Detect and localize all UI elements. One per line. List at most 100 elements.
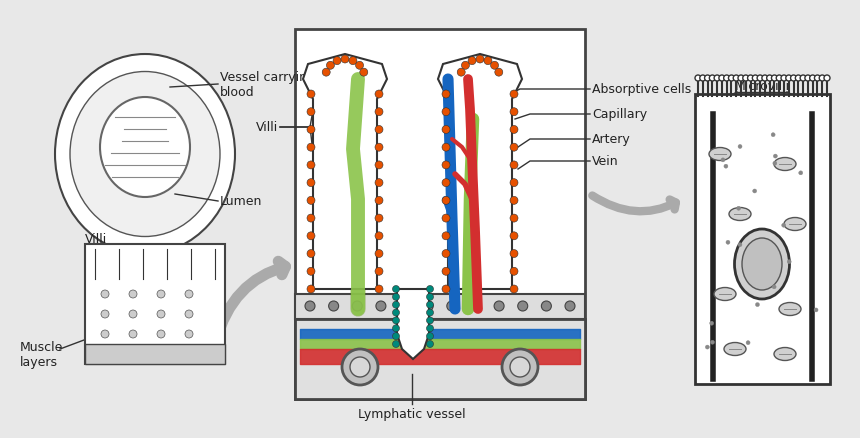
- Circle shape: [814, 76, 820, 82]
- Text: Muscle
layers: Muscle layers: [20, 340, 64, 368]
- Circle shape: [157, 330, 165, 338]
- Circle shape: [510, 162, 518, 170]
- Circle shape: [510, 126, 518, 134]
- Circle shape: [307, 144, 315, 152]
- Text: Artery: Artery: [592, 133, 630, 146]
- Ellipse shape: [55, 55, 235, 254]
- Circle shape: [375, 285, 383, 293]
- Circle shape: [392, 325, 400, 332]
- Circle shape: [400, 301, 409, 311]
- Circle shape: [307, 232, 315, 240]
- Circle shape: [442, 144, 450, 152]
- Circle shape: [510, 232, 518, 240]
- Text: Vessel carrying
blood: Vessel carrying blood: [220, 71, 315, 99]
- Circle shape: [710, 321, 714, 325]
- Circle shape: [484, 57, 492, 66]
- Circle shape: [494, 69, 503, 77]
- Text: Microvilli: Microvilli: [734, 80, 789, 93]
- Circle shape: [427, 341, 433, 348]
- Circle shape: [704, 76, 710, 82]
- Circle shape: [322, 69, 330, 77]
- Circle shape: [375, 144, 383, 152]
- Circle shape: [101, 290, 109, 298]
- Circle shape: [427, 309, 433, 316]
- Circle shape: [510, 179, 518, 187]
- Circle shape: [494, 301, 504, 311]
- Circle shape: [518, 301, 528, 311]
- Circle shape: [101, 330, 109, 338]
- Circle shape: [350, 357, 370, 377]
- Ellipse shape: [70, 72, 220, 237]
- Circle shape: [510, 268, 518, 276]
- Circle shape: [726, 241, 730, 245]
- Circle shape: [375, 232, 383, 240]
- Circle shape: [705, 345, 709, 349]
- Circle shape: [502, 349, 538, 385]
- Polygon shape: [438, 55, 522, 290]
- Circle shape: [805, 76, 811, 82]
- Circle shape: [375, 179, 383, 187]
- Circle shape: [375, 91, 383, 99]
- Circle shape: [510, 144, 518, 152]
- Circle shape: [442, 162, 450, 170]
- Text: Vein: Vein: [592, 155, 618, 168]
- Circle shape: [721, 159, 725, 162]
- Circle shape: [375, 250, 383, 258]
- Circle shape: [800, 76, 806, 82]
- Circle shape: [796, 76, 802, 82]
- Circle shape: [714, 76, 720, 82]
- Circle shape: [349, 57, 357, 66]
- Circle shape: [476, 56, 484, 64]
- Circle shape: [157, 310, 165, 318]
- Circle shape: [307, 162, 315, 170]
- Circle shape: [766, 76, 772, 82]
- Circle shape: [772, 285, 776, 289]
- Circle shape: [510, 109, 518, 117]
- Circle shape: [375, 268, 383, 276]
- Circle shape: [510, 285, 518, 293]
- Circle shape: [442, 109, 450, 117]
- Circle shape: [307, 250, 315, 258]
- Circle shape: [786, 76, 792, 82]
- Polygon shape: [397, 290, 429, 359]
- Circle shape: [510, 250, 518, 258]
- Text: Villi: Villi: [85, 233, 108, 246]
- Ellipse shape: [774, 348, 796, 360]
- Circle shape: [820, 76, 826, 82]
- Circle shape: [333, 57, 341, 66]
- Circle shape: [762, 76, 768, 82]
- Bar: [85, 244, 225, 364]
- Circle shape: [790, 76, 796, 82]
- Circle shape: [375, 162, 383, 170]
- Ellipse shape: [729, 208, 751, 221]
- Ellipse shape: [724, 343, 746, 356]
- Circle shape: [327, 62, 335, 70]
- Circle shape: [392, 309, 400, 316]
- Circle shape: [423, 301, 433, 311]
- Circle shape: [307, 215, 315, 223]
- Ellipse shape: [742, 238, 782, 290]
- Circle shape: [427, 294, 433, 300]
- Circle shape: [738, 243, 742, 247]
- Circle shape: [129, 310, 137, 318]
- Circle shape: [101, 310, 109, 318]
- Circle shape: [353, 301, 362, 311]
- Circle shape: [185, 290, 193, 298]
- Circle shape: [427, 325, 433, 332]
- Circle shape: [307, 197, 315, 205]
- Circle shape: [782, 224, 786, 228]
- Text: Lymphatic vessel: Lymphatic vessel: [358, 408, 466, 420]
- Circle shape: [710, 340, 715, 344]
- Circle shape: [710, 76, 716, 82]
- Circle shape: [157, 290, 165, 298]
- Polygon shape: [303, 55, 387, 290]
- Ellipse shape: [779, 303, 801, 316]
- Circle shape: [738, 145, 742, 149]
- Circle shape: [510, 197, 518, 205]
- Circle shape: [355, 62, 364, 70]
- Circle shape: [747, 76, 753, 82]
- Circle shape: [375, 197, 383, 205]
- Text: Absorptive cells: Absorptive cells: [592, 83, 691, 96]
- Circle shape: [376, 301, 386, 311]
- Circle shape: [458, 69, 465, 77]
